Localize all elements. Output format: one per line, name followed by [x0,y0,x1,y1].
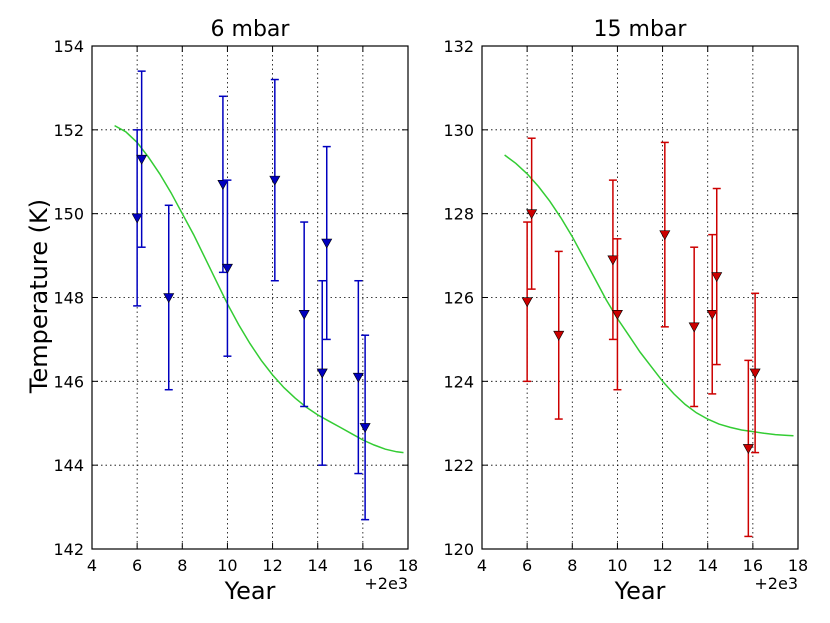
data-point [316,279,328,466]
triangle-down-marker [711,272,723,283]
data-point [217,95,229,274]
x-offset-label: +2e3 [754,574,798,593]
triangle-down-marker [221,263,233,274]
data-point [136,70,148,248]
y-tick-label: 124 [443,372,474,391]
x-tick-label: 16 [353,556,373,575]
data-point [749,292,761,454]
axes-frame [91,45,409,550]
y-tick-label: 146 [53,372,84,391]
triangle-down-marker [298,309,310,320]
y-tick-label: 126 [443,289,474,308]
triangle-down-marker [359,423,371,434]
x-tick-label: 18 [398,556,418,575]
data-point [688,246,700,408]
triangle-down-marker [659,230,671,241]
triangle-down-marker [217,180,229,190]
data-point [321,145,333,341]
triangle-down-marker [321,238,333,249]
data-point [352,279,364,475]
triangle-down-marker [131,213,143,224]
data-point [659,141,671,328]
figure-ylabel: Temperature (K) [25,199,53,394]
triangle-down-marker [607,255,619,266]
triangle-down-marker [136,154,148,165]
y-tick-label: 128 [443,205,474,224]
y-tick-label: 152 [53,121,84,140]
data-point [607,179,619,341]
data-point [359,334,371,521]
data-point [269,78,281,282]
triangle-down-marker [749,368,761,379]
x-tick-label: 6 [132,556,142,575]
triangle-down-marker [526,209,538,220]
panel-6-mbar: 4 6 8 10 12 14 16 18 142 144 146 148 150 152 154 6 mbar… [53,17,418,605]
x-tick-label: 18 [788,556,808,575]
triangle-down-marker [611,309,623,320]
x-tick-label: 16 [743,556,763,575]
chart-title: 15 mbar [594,17,688,42]
x-tick-label: 6 [522,556,532,575]
data-point [221,179,233,357]
x-tick-label: 10 [607,556,627,575]
x-tick-label: 14 [698,556,718,575]
triangle-down-marker [742,444,754,455]
data-point [706,233,718,395]
x-tick-label: 10 [217,556,237,575]
y-tick-label: 154 [53,37,84,56]
data-point [611,238,623,391]
fit-curve [114,124,404,454]
y-tick-label: 122 [443,456,474,475]
y-tick-label: 150 [53,205,84,224]
triangle-down-marker [269,175,281,186]
x-tick-label: 8 [177,556,187,575]
triangle-down-marker [553,330,565,341]
y-tick-label: 120 [443,540,474,559]
x-tick-label: 14 [308,556,328,575]
x-tick-label: 12 [652,556,672,575]
data-point [553,250,565,420]
y-tick-label: 144 [53,456,84,475]
fit-curve [504,154,794,437]
y-tick-label: 142 [53,540,84,559]
triangle-down-marker [688,322,700,333]
x-tick-label: 12 [262,556,282,575]
triangle-down-marker [352,372,364,383]
triangle-down-marker [521,297,533,308]
x-tick-label: 8 [567,556,577,575]
triangle-down-marker [706,309,718,320]
x-offset-label: +2e3 [364,574,408,593]
x-tick-label: 4 [477,556,487,575]
y-tick-label: 132 [443,37,474,56]
axes-frame [481,45,799,550]
data-point [711,187,723,366]
data-point [163,204,175,391]
data-point [298,221,310,408]
panel-15-mbar: 4 6 8 10 12 14 16 18 120 122 124 126 128 130 132 15 mba… [443,17,808,605]
y-tick-label: 130 [443,121,474,140]
y-tick-label: 148 [53,289,84,308]
data-point [742,359,754,538]
triangle-down-marker [316,368,328,379]
data-point [521,221,533,383]
x-axis-label: Year [224,577,276,605]
data-point [526,137,538,290]
x-tick-label: 4 [87,556,97,575]
triangle-down-marker [163,293,175,304]
chart-title: 6 mbar [211,17,291,42]
x-axis-label: Year [614,577,666,605]
data-point [131,129,143,307]
